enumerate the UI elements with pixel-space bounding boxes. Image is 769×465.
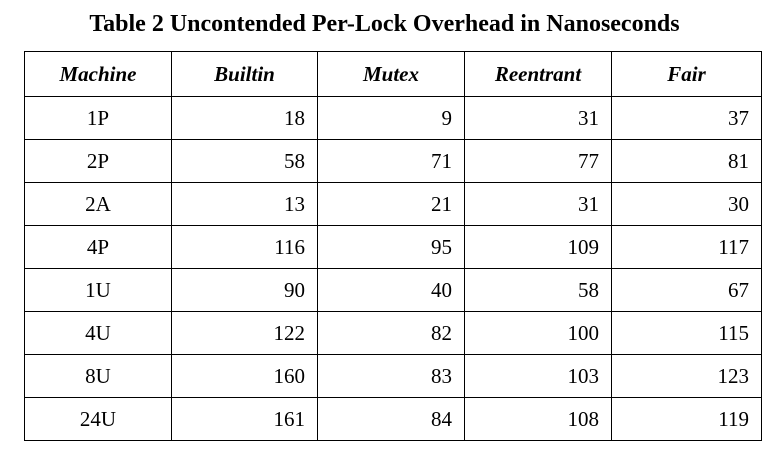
mutex-cell: 95	[317, 225, 465, 269]
reentrant-cell: 109	[464, 225, 612, 269]
mutex-cell: 9	[317, 96, 465, 140]
machine-cell: 2A	[24, 182, 172, 226]
mutex-cell: 83	[317, 354, 465, 398]
column-header-reentrant: Reentrant	[464, 51, 612, 97]
reentrant-cell: 31	[464, 96, 612, 140]
builtin-cell: 13	[171, 182, 318, 226]
mutex-cell: 40	[317, 268, 465, 312]
column-header-builtin: Builtin	[171, 51, 318, 97]
fair-cell: 115	[611, 311, 762, 355]
reentrant-cell: 100	[464, 311, 612, 355]
reentrant-cell: 58	[464, 268, 612, 312]
reentrant-cell: 31	[464, 182, 612, 226]
table-row: 2A 13 21 31 30	[24, 182, 762, 226]
table-row: 1P 18 9 31 37	[24, 96, 762, 140]
builtin-cell: 18	[171, 96, 318, 140]
fair-cell: 119	[611, 397, 762, 441]
fair-cell: 30	[611, 182, 762, 226]
machine-cell: 1P	[24, 96, 172, 140]
column-header-fair: Fair	[611, 51, 762, 97]
header-row: Machine Builtin Mutex Reentrant Fair	[24, 51, 762, 97]
fair-cell: 81	[611, 139, 762, 183]
machine-cell: 1U	[24, 268, 172, 312]
mutex-cell: 71	[317, 139, 465, 183]
builtin-cell: 122	[171, 311, 318, 355]
builtin-cell: 160	[171, 354, 318, 398]
reentrant-cell: 108	[464, 397, 612, 441]
table-row: 1U 90 40 58 67	[24, 268, 762, 312]
builtin-cell: 58	[171, 139, 318, 183]
builtin-cell: 116	[171, 225, 318, 269]
machine-cell: 8U	[24, 354, 172, 398]
table-row: 8U 160 83 103 123	[24, 354, 762, 398]
table-row: 2P 58 71 77 81	[24, 139, 762, 183]
fair-cell: 117	[611, 225, 762, 269]
overhead-table: Machine Builtin Mutex Reentrant Fair 1P …	[24, 51, 762, 441]
machine-cell: 24U	[24, 397, 172, 441]
builtin-cell: 90	[171, 268, 318, 312]
reentrant-cell: 77	[464, 139, 612, 183]
mutex-cell: 84	[317, 397, 465, 441]
machine-cell: 4U	[24, 311, 172, 355]
mutex-cell: 21	[317, 182, 465, 226]
fair-cell: 67	[611, 268, 762, 312]
table-row: 4U 122 82 100 115	[24, 311, 762, 355]
fair-cell: 123	[611, 354, 762, 398]
mutex-cell: 82	[317, 311, 465, 355]
builtin-cell: 161	[171, 397, 318, 441]
reentrant-cell: 103	[464, 354, 612, 398]
table-row: 24U 161 84 108 119	[24, 397, 762, 441]
table-row: 4P 116 95 109 117	[24, 225, 762, 269]
column-header-machine: Machine	[24, 51, 172, 97]
table-caption: Table 2 Uncontended Per-Lock Overhead in…	[89, 11, 680, 37]
fair-cell: 37	[611, 96, 762, 140]
machine-cell: 2P	[24, 139, 172, 183]
column-header-mutex: Mutex	[317, 51, 465, 97]
machine-cell: 4P	[24, 225, 172, 269]
